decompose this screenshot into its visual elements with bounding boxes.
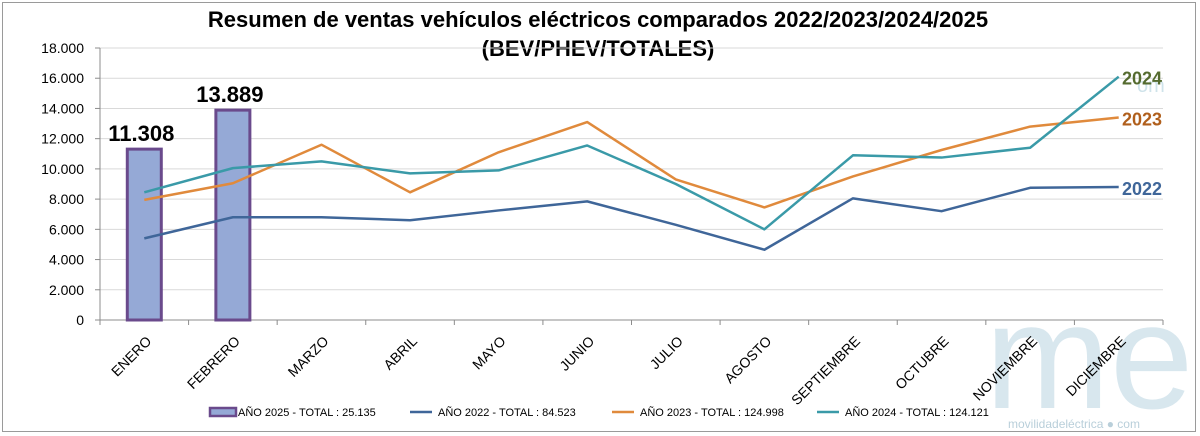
series-line-2022 xyxy=(144,185,1119,251)
y-tick-label: 10.000 xyxy=(41,161,84,177)
series-tag-2023: 2023 xyxy=(1122,110,1162,130)
x-tick-label: MARZO xyxy=(285,333,332,380)
y-tick-label: 4.000 xyxy=(49,252,84,268)
bars-2025: 11.308 13.889 xyxy=(108,82,264,322)
watermark-logo: me movilidadeléctrica ● com om xyxy=(985,75,1193,436)
y-tick-label: 2.000 xyxy=(49,282,84,298)
series-line-2023 xyxy=(144,116,1119,209)
watermark-me: me xyxy=(985,272,1193,436)
y-tick-label: 16.000 xyxy=(41,70,84,86)
y-tick-label: 12.000 xyxy=(41,131,84,147)
bar-value-label: 13.889 xyxy=(196,82,263,107)
y-tick-label: 0 xyxy=(76,312,84,328)
x-tick-label: JUNIO xyxy=(556,333,597,374)
x-tick-label: OCTUBRE xyxy=(892,333,952,393)
bar-2025 xyxy=(214,108,252,322)
legend-entry: AÑO 2022 - TOTAL : 84.523 xyxy=(438,406,576,419)
x-tick-label: FEBRERO xyxy=(184,333,243,392)
series-tag-2024: 2024 xyxy=(1122,69,1162,89)
y-tick-label: 8.000 xyxy=(49,191,84,207)
x-tick-label: MAYO xyxy=(469,333,509,373)
legend-entry: AÑO 2025 - TOTAL : 25.135 xyxy=(238,406,376,419)
x-tick-label: ENERO xyxy=(108,333,155,380)
x-tick-label: SEPTIEMBRE xyxy=(788,333,863,408)
x-tick-label: JULIO xyxy=(647,333,686,372)
bar-value-label: 11.308 xyxy=(108,121,174,146)
x-tick-label: AGOSTO xyxy=(721,333,775,387)
y-tick-label: 18.000 xyxy=(41,40,84,56)
legend-entry: AÑO 2024 - TOTAL : 124.121 xyxy=(845,406,989,419)
watermark-site: movilidadeléctrica ● com xyxy=(1008,417,1140,431)
x-tick-label: ABRIL xyxy=(380,333,420,373)
legend: AÑO 2025 - TOTAL : 25.135 AÑO 2022 - TOTA… xyxy=(208,406,989,419)
watermark-partial: om xyxy=(1137,75,1165,97)
y-tick-label: 14.000 xyxy=(41,100,84,116)
legend-swatch-bar xyxy=(208,406,238,418)
series-tag-2022: 2022 xyxy=(1122,179,1162,199)
chart-title: Resumen de ventas vehículos eléctricos c… xyxy=(208,7,988,32)
series-line-2024 xyxy=(143,75,1120,231)
legend-entry: AÑO 2023 - TOTAL : 124.998 xyxy=(640,406,784,419)
line-series xyxy=(143,75,1120,251)
y-tick-label: 6.000 xyxy=(49,221,84,237)
series-tags: 2022 2023 2024 xyxy=(1122,69,1162,199)
y-axis: 0 2.000 4.000 6.000 8.000 10.000 12.000 14.000 1… xyxy=(41,40,100,328)
